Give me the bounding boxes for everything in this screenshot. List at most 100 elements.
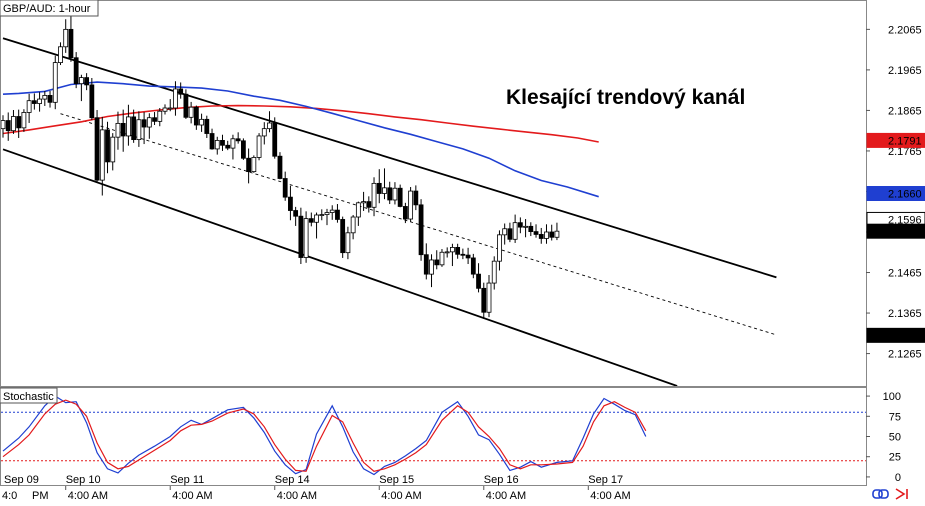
candle (277, 152, 283, 180)
candle (220, 134, 225, 151)
day-label: Sep 11 (170, 474, 204, 486)
candle (21, 109, 27, 132)
candle (418, 199, 424, 261)
candle (517, 217, 523, 234)
candle-bullish (502, 228, 508, 236)
stochastic-marks (1, 395, 866, 476)
candle-bearish (418, 204, 424, 256)
candle (261, 122, 267, 145)
candle (402, 202, 408, 224)
candle-bullish (361, 201, 366, 204)
candle-bullish (173, 88, 178, 109)
candle-bearish (73, 57, 79, 85)
candle (152, 112, 157, 126)
candle (246, 148, 252, 184)
candle-bearish (31, 100, 37, 104)
candle-bullish (319, 214, 325, 216)
candle-bullish (1, 120, 6, 130)
candle-bearish (387, 187, 393, 201)
candle-bullish (523, 225, 528, 228)
candle-bullish (110, 136, 116, 163)
candle (235, 132, 241, 144)
price-tick-label: 2.1465 (888, 268, 922, 280)
price-tick-label: 2.1965 (888, 65, 922, 77)
candle (157, 107, 163, 127)
candle (256, 133, 262, 161)
candle-bullish (63, 28, 69, 48)
price-badge (866, 223, 925, 239)
candle-bearish (120, 122, 126, 137)
candle (115, 111, 121, 150)
candle-bearish (366, 201, 372, 208)
candle-bullish (355, 202, 361, 218)
moving-average-red (2, 104, 599, 143)
stochastic-line (2, 399, 647, 472)
candle-bearish (455, 246, 461, 255)
candle (345, 226, 351, 260)
candle-bullish (256, 135, 262, 158)
candle (167, 99, 173, 112)
candle-bullish (26, 100, 32, 113)
stochastic-axis: 100 75 50 25 0 (866, 391, 901, 484)
candle-bearish (246, 157, 252, 173)
candle-bearish (220, 140, 225, 146)
arrow-collapse-icon[interactable] (893, 487, 911, 501)
candle (507, 222, 513, 243)
price-badge (866, 327, 925, 343)
candle (214, 136, 220, 155)
candle-bullish (162, 107, 168, 112)
candle-bearish (481, 287, 487, 313)
candle-bullish (345, 232, 351, 254)
price-badge (866, 132, 925, 148)
candle-bearish (272, 122, 278, 157)
candle (554, 222, 560, 241)
day-label: Sep 14 (275, 474, 310, 486)
candle (199, 113, 204, 132)
stochastic-tick-label: 50 (889, 432, 901, 444)
candle (131, 109, 137, 143)
candle (392, 182, 398, 205)
channel-upper-line (2, 37, 777, 279)
day-label: Sep 09 (4, 474, 39, 486)
candle (444, 247, 450, 258)
candle-bearish (152, 117, 157, 122)
candle (361, 191, 366, 211)
candle-bearish (423, 254, 429, 275)
candle-bearish (204, 118, 210, 134)
link-chain-icon[interactable] (872, 487, 890, 501)
candle-bullish (52, 62, 58, 103)
candle (413, 185, 419, 211)
candle-bullish (11, 116, 16, 132)
candle (523, 219, 528, 238)
candle-bullish (329, 209, 335, 213)
candle-bullish (21, 112, 27, 129)
candle-bearish (476, 273, 481, 289)
candle (340, 216, 346, 258)
candle-bullish (58, 46, 63, 63)
candle (78, 74, 84, 102)
candle (293, 206, 299, 226)
candle (450, 243, 455, 267)
candle-bullish (188, 106, 194, 118)
candle-bearish (225, 144, 231, 149)
stochastic-tick-label: 75 (889, 411, 901, 423)
candle (42, 90, 48, 106)
candle (136, 111, 142, 147)
day-label: Sep 16 (484, 474, 519, 486)
candle (110, 133, 116, 171)
annotation-text: Klesající trendový kanál (506, 86, 745, 109)
time-label: 4:00 AM (68, 490, 108, 502)
candle (298, 207, 304, 265)
candle (146, 113, 152, 139)
price-tick-label: 2.1265 (888, 349, 922, 361)
candle (52, 55, 58, 110)
candle-bearish (5, 120, 11, 132)
candle (47, 90, 53, 108)
chart-title-box (0, 0, 99, 17)
candle (105, 121, 110, 174)
candle (497, 230, 502, 271)
time-label-partial: 4:0 (2, 490, 17, 502)
candle-bullish (146, 117, 152, 128)
stochastic-tick-label: 100 (883, 391, 901, 403)
candle-bullish (99, 129, 105, 181)
